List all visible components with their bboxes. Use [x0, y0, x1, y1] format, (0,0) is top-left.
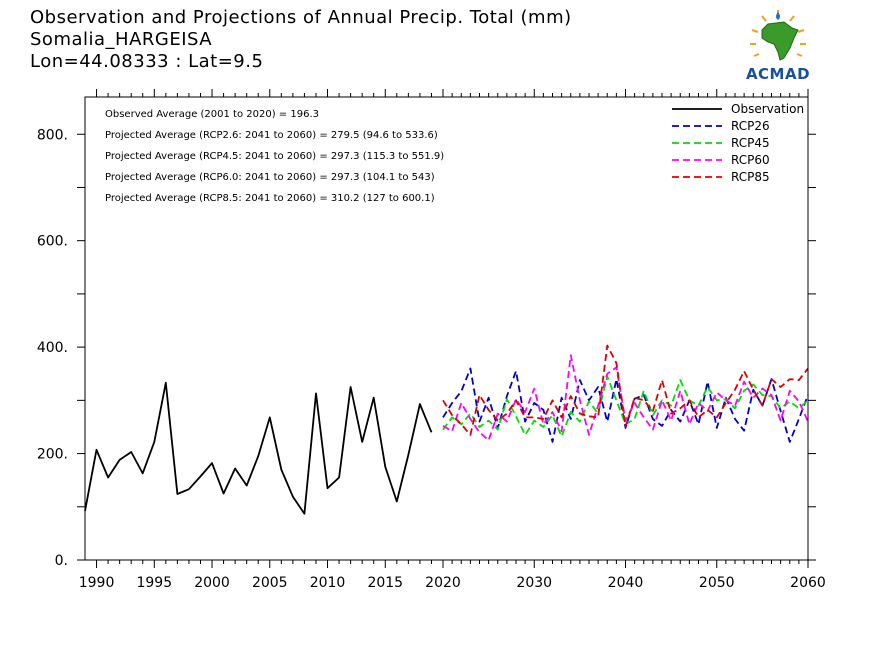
y-tick-label: 0.	[55, 553, 68, 569]
x-tick-label: 2040	[608, 575, 644, 591]
x-tick-label: 2060	[790, 575, 826, 591]
series-line-rcp45	[442, 375, 809, 438]
africa-map-icon	[750, 10, 806, 61]
x-tick-label: 1990	[79, 575, 115, 591]
x-tick-label: 1995	[136, 575, 172, 591]
y-tick-label: 800.	[37, 127, 68, 143]
annotation-text: Projected Average (RCP4.5: 2041 to 2060)…	[105, 151, 444, 162]
acmad-logo: ACMAD	[738, 8, 818, 84]
chart-station: Somalia_HARGEISA	[30, 29, 213, 50]
legend-label-rcp45: RCP45	[731, 136, 770, 150]
x-tick-label: 2005	[252, 575, 288, 591]
x-tick-label: 2030	[516, 575, 552, 591]
series-line-observation	[84, 381, 433, 515]
series-line-rcp26	[442, 367, 809, 443]
annotation-text: Projected Average (RCP8.5: 2041 to 2060)…	[105, 193, 435, 204]
annotation-text: Observed Average (2001 to 2020) = 196.3	[105, 109, 319, 120]
legend-label-rcp26: RCP26	[731, 119, 770, 133]
x-tick-label: 2020	[425, 575, 461, 591]
chart-coordinates: Lon=44.08333 : Lat=9.5	[30, 51, 264, 72]
acmad-logo-text: ACMAD	[745, 65, 811, 83]
x-tick-label: 2015	[367, 575, 403, 591]
chart-title: Observation and Projections of Annual Pr…	[30, 7, 572, 28]
annotation-text: Projected Average (RCP2.6: 2041 to 2060)…	[105, 130, 438, 141]
legend-label-observation: Observation	[731, 102, 804, 116]
y-tick-label: 200.	[37, 447, 68, 463]
legend-label-rcp60: RCP60	[731, 153, 770, 167]
legend-label-rcp85: RCP85	[731, 170, 770, 184]
y-tick-label: 400.	[37, 340, 68, 356]
series-line-rcp85	[442, 344, 809, 436]
plot-frame	[84, 96, 809, 561]
y-tick-label: 600.	[37, 234, 68, 250]
series-line-rcp60	[442, 354, 809, 442]
chart-title-block: Observation and Projections of Annual Pr…	[30, 7, 572, 73]
x-tick-label: 2050	[699, 575, 735, 591]
x-tick-label: 2010	[310, 575, 346, 591]
annotation-text: Projected Average (RCP6.0: 2041 to 2060)…	[105, 172, 435, 183]
x-tick-label: 2000	[194, 575, 230, 591]
